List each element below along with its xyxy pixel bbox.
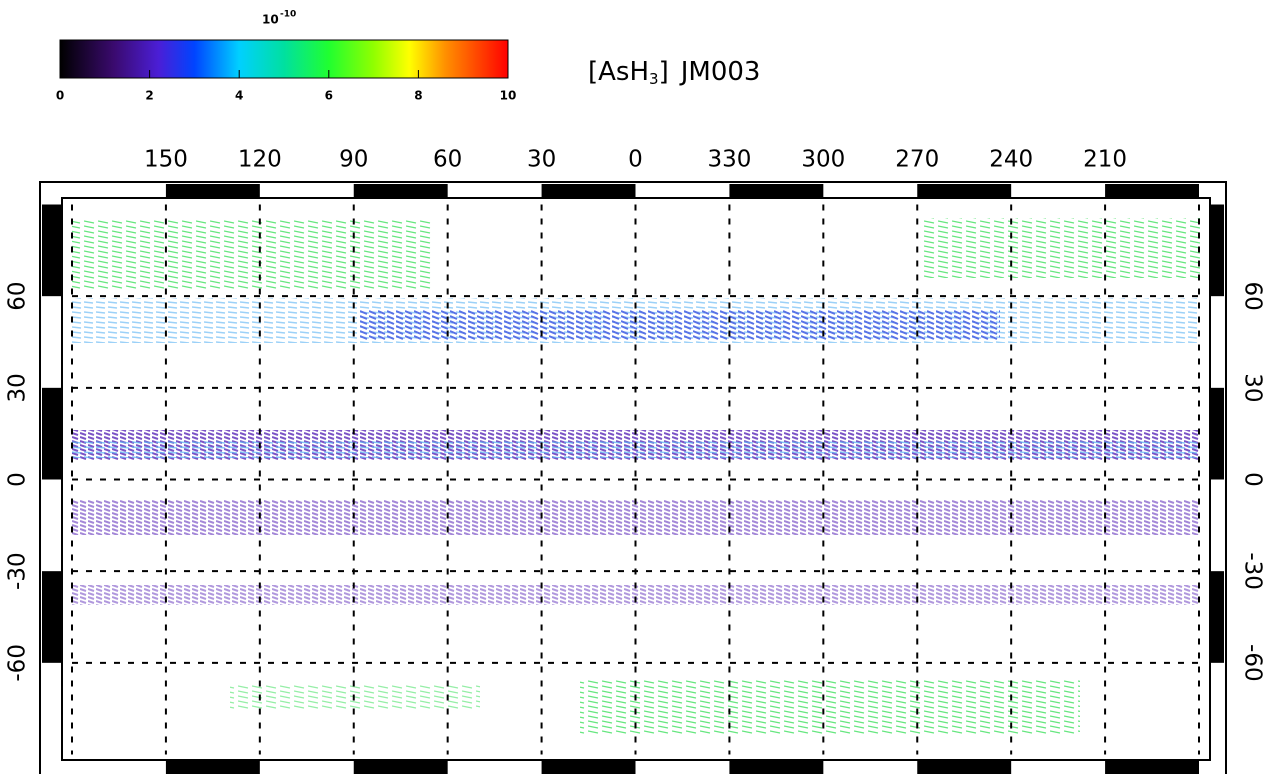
frame-segment	[1210, 571, 1224, 663]
x-tick-label: 0	[628, 147, 643, 173]
streaks	[580, 680, 1080, 735]
frame-segment	[42, 571, 62, 663]
y-tick-label-right: -60	[1240, 644, 1266, 682]
colorbar-tick-label: 10	[500, 89, 517, 103]
x-tick-label: 90	[339, 147, 368, 173]
streaks	[360, 310, 1000, 340]
frame-segment	[165, 184, 260, 198]
title-suffix: ]	[659, 57, 669, 87]
colorbar-tick-label: 0	[56, 89, 64, 103]
x-tick-label: 240	[989, 147, 1033, 173]
x-tick-label: 120	[238, 147, 282, 173]
y-tick-label: -30	[5, 552, 31, 590]
frame-segment	[353, 184, 448, 198]
x-tick-label: 270	[895, 147, 939, 173]
y-tick-label-right: -30	[1240, 552, 1266, 590]
frame-segment	[42, 204, 62, 297]
frame-segment	[165, 760, 260, 774]
title: [AsH3] JM003	[588, 57, 760, 88]
frame-segment	[1105, 760, 1199, 774]
y-tick-label: 30	[5, 373, 31, 402]
frame-segment	[42, 387, 62, 480]
frame-segment	[917, 184, 1012, 198]
streaks	[230, 685, 480, 710]
colorbar-tick-label: 6	[325, 89, 333, 103]
title-name: JM003	[679, 57, 761, 87]
x-tick-label: 330	[707, 147, 751, 173]
frame-segment	[541, 760, 636, 774]
frame-segment	[353, 760, 448, 774]
y-tick-label: -60	[5, 644, 31, 682]
y-tick-label-right: 60	[1240, 282, 1266, 311]
x-tick-label: 30	[527, 147, 556, 173]
title-prefix: [AsH	[588, 57, 649, 87]
frame-segment	[1105, 184, 1199, 198]
y-tick-label: 0	[5, 472, 31, 487]
colorbar	[59, 39, 509, 79]
frame-segment	[917, 760, 1012, 774]
streaks	[920, 218, 1200, 278]
frame-segment	[541, 184, 636, 198]
streaks	[72, 220, 432, 290]
frame-segment	[729, 184, 824, 198]
x-tick-label: 210	[1083, 147, 1127, 173]
colorbar-exponent: -10	[280, 10, 296, 20]
frame-segment	[1210, 387, 1224, 480]
frame-segment	[729, 760, 824, 774]
y-tick-label-right: 30	[1240, 373, 1266, 402]
x-tick-label: 150	[144, 147, 188, 173]
y-tick-label-right: 0	[1240, 472, 1266, 487]
x-tick-label: 300	[801, 147, 845, 173]
colorbar-base: 10	[262, 13, 279, 27]
frame-segment	[1210, 204, 1224, 297]
colorbar-tick-label: 2	[145, 89, 153, 103]
colorbar-tick-label: 8	[414, 89, 422, 103]
y-tick-label: 60	[5, 282, 31, 311]
title-subscript: 3	[649, 70, 659, 88]
frame-strips	[42, 184, 1224, 774]
colorbar-tick-label: 4	[235, 89, 243, 103]
x-tick-label: 60	[433, 147, 462, 173]
